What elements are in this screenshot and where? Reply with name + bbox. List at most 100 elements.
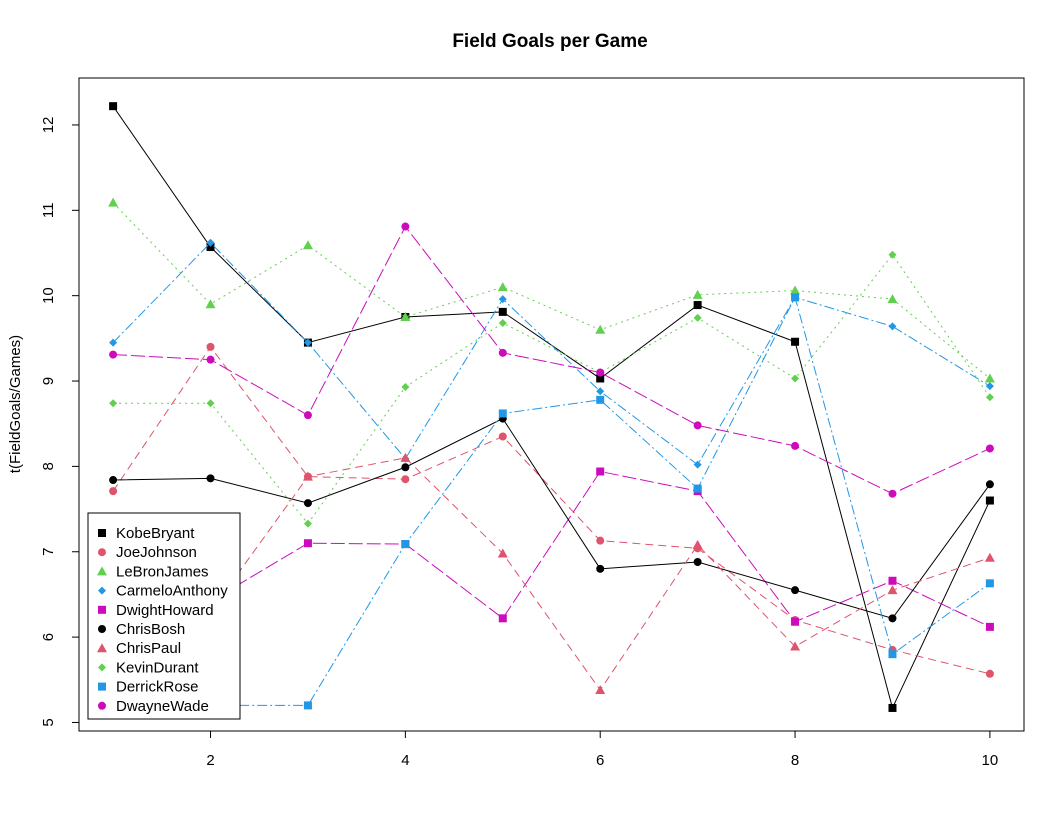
legend-marker-joejohnson — [98, 548, 106, 557]
data-point-carmeloanthony — [693, 460, 702, 469]
data-point-carmeloanthony — [888, 322, 897, 331]
data-point-carmeloanthony — [303, 338, 312, 347]
series-line-carmeloanthony — [112, 242, 991, 466]
data-point-chrisbosh — [401, 463, 410, 472]
data-point-dwaynewade — [596, 368, 605, 377]
data-point-dwighthoward — [791, 617, 800, 626]
legend-label-lebronjames: LeBronJames — [116, 563, 209, 580]
data-point-carmeloanthony — [498, 295, 507, 304]
data-point-kobebryant — [791, 337, 800, 346]
legend-marker-chrisbosh — [98, 625, 106, 633]
data-point-kobebryant — [206, 243, 215, 252]
legend: KobeBryant JoeJohnson LeBronJames CarmeloAn… — [87, 512, 241, 720]
data-point-joejohnson — [498, 432, 507, 441]
data-point-kevindurant — [888, 250, 897, 259]
data-point-dwaynewade — [985, 444, 994, 453]
legend-label-chrispaul: ChrisPaul — [116, 640, 181, 657]
data-point-chrisbosh — [693, 557, 702, 566]
y-tick-label: 11 — [40, 203, 57, 219]
data-point-lebronjames — [595, 324, 606, 334]
data-point-lebronjames — [887, 294, 898, 304]
data-point-dwighthoward — [888, 576, 897, 585]
data-point-derrickrose — [303, 701, 312, 710]
data-point-chrispaul — [984, 552, 995, 562]
x-axis: 2 4 6 8 10 — [206, 730, 999, 769]
x-tick-label: 4 — [401, 752, 409, 769]
legend-label-derrickrose: DerrickRose — [116, 679, 199, 696]
data-point-derrickrose — [596, 395, 605, 404]
series-line-lebronjames — [112, 202, 991, 379]
series-dwighthoward — [109, 467, 994, 631]
data-point-chrisbosh — [109, 476, 118, 485]
data-point-joejohnson — [596, 536, 605, 545]
y-tick-label: 5 — [40, 718, 57, 726]
data-point-dwighthoward — [985, 622, 994, 631]
legend-marker-dwaynewade — [98, 701, 106, 710]
data-point-derrickrose — [693, 484, 702, 493]
data-point-lebronjames — [984, 373, 995, 383]
data-point-chrisbosh — [985, 480, 994, 489]
data-point-kobebryant — [985, 496, 994, 505]
legend-label-joejohnson: JoeJohnson — [116, 544, 197, 561]
data-point-chrispaul — [692, 539, 703, 549]
data-point-lebronjames — [302, 240, 313, 250]
data-point-kobebryant — [498, 307, 507, 316]
x-tick-label: 6 — [596, 752, 604, 769]
data-point-lebronjames — [790, 285, 801, 295]
y-axis: 5 6 7 8 9 10 11 12 — [40, 117, 80, 727]
data-point-carmeloanthony — [109, 338, 118, 347]
series-line-kevindurant — [113, 253, 991, 525]
data-point-chrispaul — [595, 685, 606, 695]
legend-marker-carmeloanthony — [98, 586, 106, 595]
y-tick-label: 12 — [40, 117, 57, 134]
y-axis-label: t(FieldGoals/Games) — [7, 335, 24, 473]
data-point-joejohnson — [206, 342, 215, 351]
x-tick-label: 10 — [982, 752, 999, 769]
data-point-derrickrose — [791, 293, 800, 302]
data-point-lebronjames — [497, 282, 508, 292]
data-point-kevindurant — [109, 399, 118, 408]
data-point-joejohnson — [985, 669, 994, 678]
series-line-dwighthoward — [113, 470, 991, 628]
data-point-carmeloanthony — [985, 382, 994, 391]
series-lebronjames — [108, 197, 995, 383]
x-tick-label: 8 — [791, 752, 799, 769]
data-point-lebronjames — [205, 299, 216, 309]
data-point-dwaynewade — [693, 421, 702, 430]
legend-label-carmeloanthony: CarmeloAnthony — [116, 583, 228, 600]
series-line-dwaynewade — [113, 225, 991, 495]
data-point-kevindurant — [498, 318, 507, 327]
legend-label-chrisbosh: ChrisBosh — [116, 621, 185, 638]
legend-marker-dwighthoward — [98, 605, 106, 614]
data-point-carmeloanthony — [596, 387, 605, 396]
series-line-chrispaul — [113, 457, 991, 691]
data-point-chrisbosh — [596, 564, 605, 573]
data-point-kevindurant — [985, 393, 994, 402]
data-point-carmeloanthony — [206, 238, 215, 247]
data-point-lebronjames — [108, 197, 119, 207]
data-point-kevindurant — [693, 313, 702, 322]
legend-marker-kevindurant — [98, 663, 106, 672]
data-point-joejohnson — [401, 475, 410, 484]
data-point-dwaynewade — [888, 489, 897, 498]
data-point-chrispaul — [497, 548, 508, 558]
data-point-kobebryant — [596, 374, 605, 383]
data-point-dwaynewade — [498, 348, 507, 357]
data-point-kevindurant — [206, 399, 215, 408]
data-point-chrispaul — [790, 641, 801, 651]
y-tick-label: 9 — [40, 377, 57, 385]
legend-marker-kobebryant — [98, 529, 106, 537]
legend-marker-lebronjames — [97, 566, 107, 576]
data-point-dwaynewade — [791, 441, 800, 450]
legend-box — [87, 512, 241, 720]
legend-marker-chrispaul — [97, 643, 107, 653]
legend-label-kevindurant: KevinDurant — [116, 659, 199, 676]
series-line-joejohnson — [112, 346, 991, 675]
data-point-chrispaul — [302, 471, 313, 481]
data-point-chrisbosh — [206, 474, 215, 483]
data-point-kevindurant — [401, 383, 410, 392]
data-point-derrickrose — [888, 650, 897, 659]
data-point-dwaynewade — [401, 222, 410, 231]
data-point-chrispaul — [887, 585, 898, 595]
